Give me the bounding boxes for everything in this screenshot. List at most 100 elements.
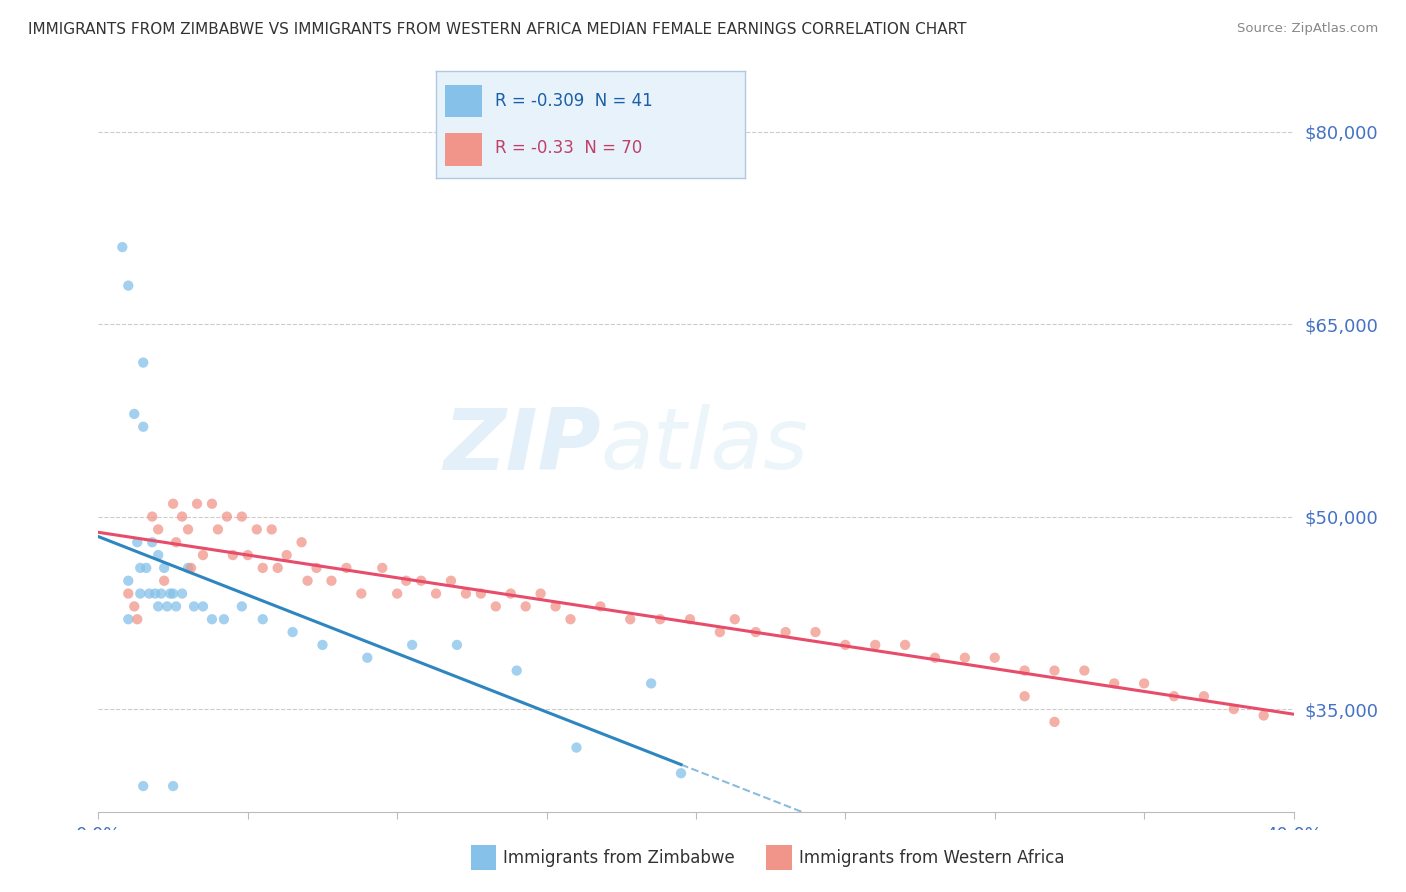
Point (191, 599, 214, 614)
Bar (766, 846, 792, 871)
Point (222, 548, 245, 562)
Point (148, 548, 170, 562)
Point (177, 561, 200, 575)
Point (215, 509, 238, 524)
Point (132, 355, 155, 369)
Point (894, 638, 917, 652)
Point (560, 612, 582, 626)
Point (983, 650, 1005, 665)
Point (515, 599, 537, 614)
Point (231, 509, 253, 524)
Point (153, 561, 176, 575)
Point (177, 523, 200, 537)
Text: atlas: atlas (600, 404, 808, 488)
Point (246, 523, 269, 537)
Point (127, 612, 149, 626)
Point (454, 586, 477, 600)
Point (260, 523, 283, 537)
Point (321, 574, 343, 588)
Point (135, 561, 157, 575)
Text: Immigrants from Western Africa: Immigrants from Western Africa (799, 848, 1064, 867)
Point (129, 586, 152, 600)
Point (297, 574, 319, 588)
Point (709, 625, 731, 640)
Point (162, 586, 184, 600)
Point (440, 574, 463, 588)
Point (1104, 676, 1126, 690)
Point (1073, 664, 1095, 678)
Point (252, 612, 274, 626)
Point (207, 523, 229, 537)
Bar (446, 134, 482, 166)
Point (446, 638, 468, 652)
Point (191, 548, 214, 562)
Point (485, 599, 508, 614)
Point (124, 407, 146, 421)
Point (124, 599, 146, 614)
Point (231, 599, 253, 614)
Point (724, 612, 747, 626)
Point (1223, 702, 1246, 716)
Point (276, 548, 298, 562)
Point (141, 535, 163, 549)
Point (395, 574, 418, 588)
Point (529, 586, 551, 600)
Point (335, 561, 357, 575)
Point (775, 625, 797, 640)
Text: R = -0.309  N = 41: R = -0.309 N = 41 (495, 93, 652, 111)
Point (371, 561, 394, 575)
Point (1043, 664, 1066, 678)
Point (401, 638, 423, 652)
Text: R = -0.33  N = 70: R = -0.33 N = 70 (495, 139, 643, 157)
Point (350, 586, 373, 600)
Point (156, 599, 179, 614)
Point (159, 586, 181, 600)
Point (305, 561, 328, 575)
Point (679, 612, 702, 626)
Point (544, 599, 567, 614)
Point (619, 612, 641, 626)
Bar (471, 846, 496, 871)
Point (1043, 714, 1066, 729)
Point (1163, 690, 1185, 704)
Point (183, 599, 205, 614)
Text: Source: ZipAtlas.com: Source: ZipAtlas.com (1237, 22, 1378, 36)
Point (648, 612, 672, 626)
Bar (446, 86, 482, 118)
Point (201, 612, 224, 626)
Point (1192, 690, 1215, 704)
Point (186, 497, 208, 511)
Point (1014, 664, 1036, 678)
Point (165, 535, 187, 549)
Point (150, 586, 173, 600)
Point (565, 740, 588, 755)
Point (281, 625, 304, 640)
Point (669, 766, 692, 780)
Point (1253, 708, 1275, 723)
Point (111, 240, 134, 254)
Point (356, 650, 378, 665)
Point (153, 574, 176, 588)
Point (385, 586, 409, 600)
Point (165, 599, 187, 614)
Point (1014, 690, 1036, 704)
Point (180, 561, 202, 575)
Point (470, 586, 492, 600)
Point (212, 612, 235, 626)
Point (311, 638, 333, 652)
Point (117, 586, 139, 600)
Point (129, 561, 152, 575)
Point (865, 638, 887, 652)
Point (411, 574, 433, 588)
Text: IMMIGRANTS FROM ZIMBABWE VS IMMIGRANTS FROM WESTERN AFRICA MEDIAN FEMALE EARNING: IMMIGRANTS FROM ZIMBABWE VS IMMIGRANTS F… (28, 22, 966, 37)
Point (804, 625, 827, 640)
Point (148, 523, 170, 537)
Point (138, 586, 160, 600)
Point (141, 509, 163, 524)
Point (117, 278, 139, 293)
Point (117, 574, 139, 588)
Point (1133, 676, 1156, 690)
Point (143, 586, 166, 600)
Point (172, 586, 194, 600)
Text: Immigrants from Zimbabwe: Immigrants from Zimbabwe (503, 848, 735, 867)
